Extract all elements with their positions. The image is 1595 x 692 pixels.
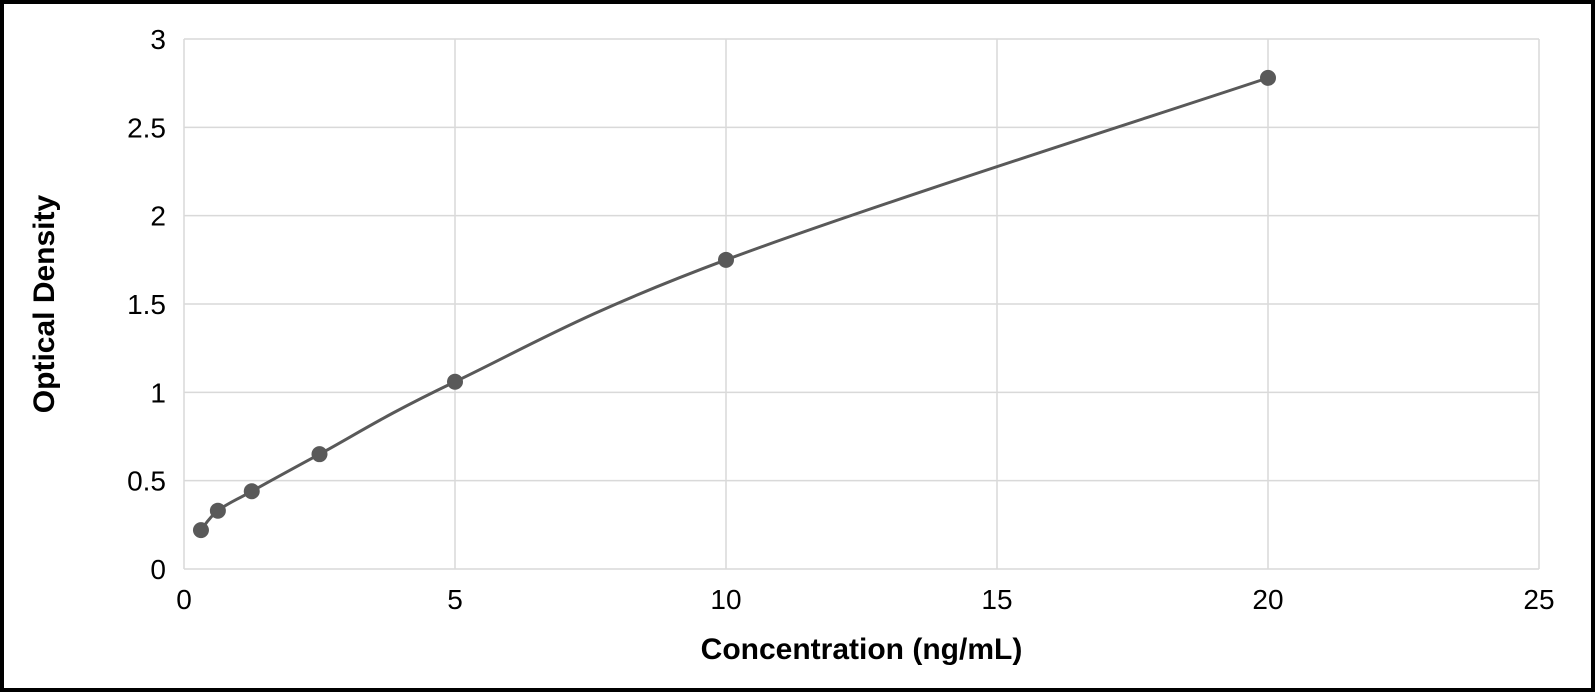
- svg-text:1: 1: [150, 377, 166, 408]
- chart-svg: 0 5 10 15 20 25 0 0.5 1 1.5 2 2.5 3 Concentration (…: [4, 4, 1591, 688]
- svg-text:10: 10: [710, 584, 741, 615]
- chart-frame: 0 5 10 15 20 25 0 0.5 1 1.5 2 2.5 3 Concentration (…: [0, 0, 1595, 692]
- svg-text:1.5: 1.5: [127, 289, 166, 320]
- x-axis-label: Concentration (ng/mL): [701, 633, 1023, 666]
- svg-text:0.5: 0.5: [127, 466, 166, 497]
- svg-text:5: 5: [447, 584, 463, 615]
- svg-text:2.5: 2.5: [127, 112, 166, 143]
- svg-text:2: 2: [150, 201, 166, 232]
- svg-text:25: 25: [1523, 584, 1554, 615]
- svg-text:0: 0: [176, 584, 192, 615]
- x-tick-labels: 0 5 10 15 20 25: [176, 584, 1554, 615]
- y-axis-label: Optical Density: [28, 194, 61, 413]
- svg-text:20: 20: [1252, 584, 1283, 615]
- svg-text:0: 0: [150, 554, 166, 585]
- y-tick-labels: 0 0.5 1 1.5 2 2.5 3: [127, 24, 166, 585]
- gridlines: [184, 39, 1539, 569]
- svg-text:3: 3: [150, 24, 166, 55]
- svg-text:15: 15: [981, 584, 1012, 615]
